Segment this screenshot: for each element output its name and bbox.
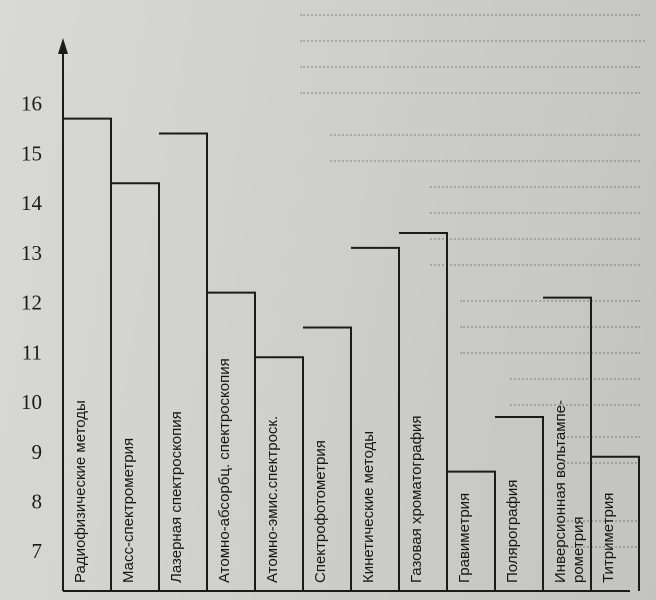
background-text-line xyxy=(560,462,640,464)
background-text-line xyxy=(300,92,640,94)
bar-label: Гравиметрия xyxy=(456,493,473,583)
bar-label: Полярография xyxy=(504,480,521,583)
y-tick-label: 10 xyxy=(21,390,42,414)
y-tick-label: 16 xyxy=(21,92,42,116)
bar-labels: Радиофизические методы Масс-спектрометрия… xyxy=(72,358,617,583)
bar-label: Атомно-абсорбц. спектроскопия xyxy=(216,358,233,583)
bars xyxy=(63,117,640,591)
bar-label: рометрия xyxy=(570,516,587,583)
bar xyxy=(495,415,544,591)
bar-label: Спектрофотометрия xyxy=(312,440,329,583)
bar xyxy=(111,182,160,591)
background-text-line xyxy=(460,352,640,354)
y-tick-labels: 7 8 9 10 11 12 13 14 15 16 xyxy=(21,92,43,564)
bar xyxy=(159,132,208,591)
background-text-line xyxy=(460,300,640,302)
background-text-line xyxy=(560,436,640,438)
background-text-line xyxy=(560,520,640,522)
background-text-line xyxy=(430,238,640,240)
background-text-line xyxy=(430,186,640,188)
y-tick-label: 8 xyxy=(32,489,43,513)
bar xyxy=(447,470,496,591)
y-tick-label: 9 xyxy=(32,440,43,464)
bar-label: Радиофизические методы xyxy=(72,400,89,583)
bar xyxy=(591,455,640,591)
y-tick-label: 15 xyxy=(21,141,42,165)
background-text-line xyxy=(510,404,640,406)
chart-axes xyxy=(58,38,630,592)
bar-label: Титриметрия xyxy=(600,493,617,583)
background-text-line xyxy=(460,326,640,328)
background-text-line xyxy=(300,66,640,68)
background-text-line xyxy=(330,134,640,136)
bar-label: Атомно-эмис.спектроск. xyxy=(264,416,281,583)
background-text-line xyxy=(560,546,640,548)
bar-label: Газовая хроматография xyxy=(408,416,425,584)
y-tick-label: 12 xyxy=(21,291,42,315)
y-tick-label: 7 xyxy=(32,539,43,563)
y-tick-label: 13 xyxy=(21,241,42,265)
y-tick-label: 11 xyxy=(22,340,42,364)
bar-label: Масс-спектрометрия xyxy=(120,438,137,583)
bar-label: Инверсионная вольтампе- xyxy=(552,400,569,583)
bar xyxy=(543,296,592,591)
bar-label: Лазерная спектроскопия xyxy=(168,411,185,583)
y-tick-label: 14 xyxy=(21,191,43,215)
background-text-line xyxy=(300,40,645,42)
background-text-line xyxy=(330,160,640,162)
background-text-line xyxy=(300,14,640,16)
bar xyxy=(207,291,256,591)
bar xyxy=(351,246,400,591)
bar-label: Кинетические методы xyxy=(360,431,377,583)
bar xyxy=(255,356,304,591)
background-text-line xyxy=(510,378,640,380)
bar xyxy=(63,117,112,591)
background-text-line xyxy=(430,264,640,266)
bar xyxy=(303,326,352,591)
background-text-line xyxy=(430,212,640,214)
y-axis-arrow xyxy=(58,38,68,54)
